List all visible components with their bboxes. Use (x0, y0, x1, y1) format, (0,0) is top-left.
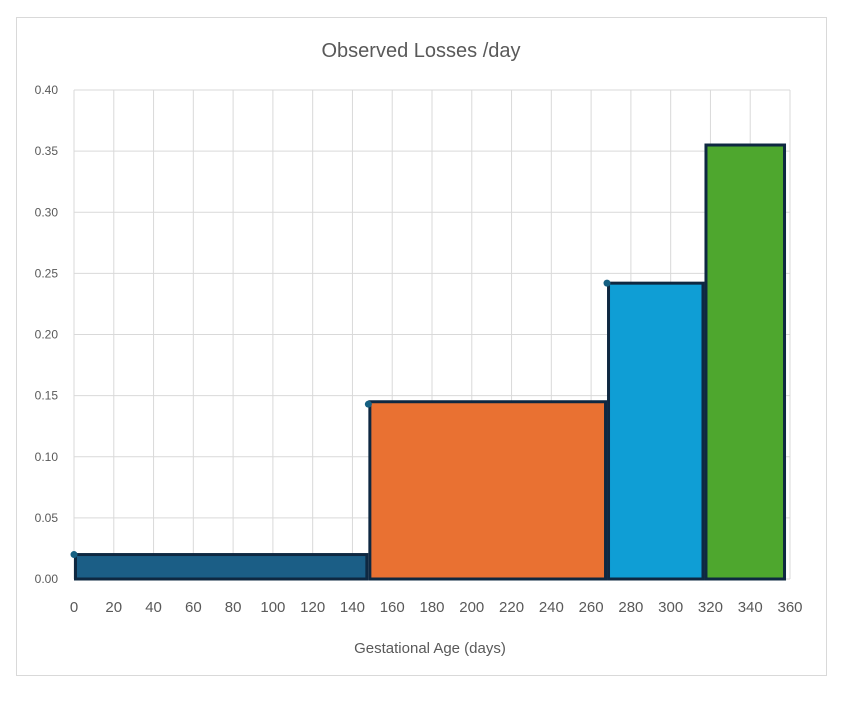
x-tick-label: 160 (380, 599, 405, 616)
x-tick-label: 360 (777, 599, 802, 616)
x-tick-label: 220 (499, 599, 524, 616)
x-tick-label: 60 (185, 599, 202, 616)
x-tick-label: 280 (618, 599, 643, 616)
bar-1 (74, 553, 369, 581)
chart-title: Observed Losses /day (322, 40, 521, 62)
bars (74, 143, 787, 581)
y-axis-ticks: 0.00 0.05 0.10 0.15 0.20 0.25 0.30 0.35 0.40 (35, 83, 59, 586)
data-marker-2 (364, 400, 372, 408)
bar-2 (368, 400, 608, 581)
y-tick-label: 0.35 (35, 144, 59, 158)
x-tick-label: 40 (145, 599, 162, 616)
x-tick-label: 340 (738, 599, 763, 616)
x-tick-label: 260 (579, 599, 604, 616)
bar-3 (607, 281, 705, 581)
x-tick-label: 320 (698, 599, 723, 616)
data-markers (70, 279, 611, 559)
x-tick-label: 300 (658, 599, 683, 616)
y-tick-label: 0.00 (35, 572, 59, 586)
x-tick-label: 80 (225, 599, 242, 616)
x-tick-label: 200 (459, 599, 484, 616)
y-tick-label: 0.15 (35, 389, 59, 403)
y-tick-label: 0.10 (35, 450, 59, 464)
y-tick-label: 0.05 (35, 511, 59, 525)
x-tick-label: 0 (70, 599, 78, 616)
y-tick-label: 0.20 (35, 328, 59, 342)
bar-4 (704, 143, 787, 581)
data-marker-3 (603, 279, 611, 287)
x-tick-label: 20 (105, 599, 122, 616)
x-tick-label: 140 (340, 599, 365, 616)
x-tick-label: 180 (419, 599, 444, 616)
data-marker-1 (70, 551, 78, 559)
x-tick-label: 120 (300, 599, 325, 616)
y-tick-label: 0.30 (35, 205, 59, 219)
y-tick-label: 0.25 (35, 266, 59, 280)
x-axis-title: Gestational Age (days) (354, 640, 506, 657)
y-tick-label: 0.40 (35, 83, 59, 97)
x-tick-label: 100 (260, 599, 285, 616)
x-axis-ticks: 0 20 40 60 80 100 120 140 160 180 200 220 240 260 280 3… (70, 599, 803, 616)
x-tick-label: 240 (539, 599, 564, 616)
